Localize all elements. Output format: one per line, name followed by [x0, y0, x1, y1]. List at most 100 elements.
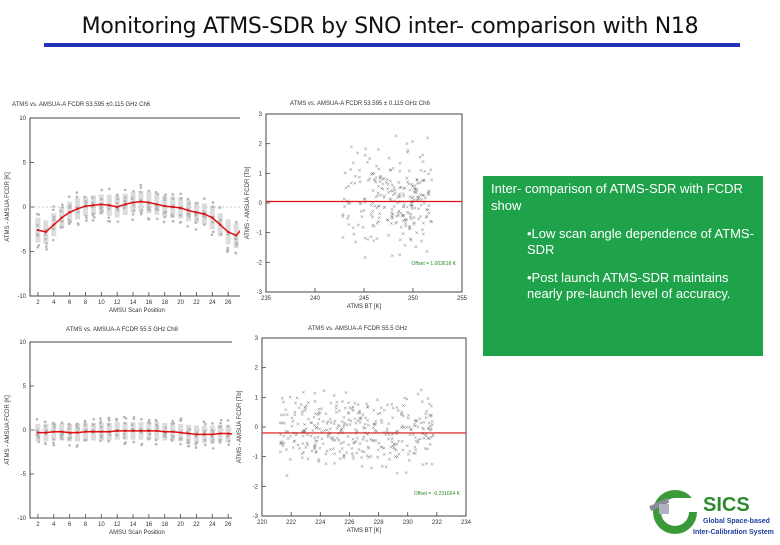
data-point	[186, 197, 190, 201]
data-point	[317, 407, 321, 411]
data-point	[296, 422, 300, 426]
data-point	[316, 422, 320, 426]
x-axis-label: AMSU Scan Position	[109, 308, 165, 312]
data-point	[382, 452, 386, 456]
x-tick-label: 228	[374, 520, 385, 526]
summary-bullet-2: •Post launch ATMS-SDR maintains nearly p…	[527, 270, 731, 301]
data-point	[355, 451, 359, 455]
mean-point	[131, 429, 135, 433]
data-point	[396, 429, 400, 433]
data-point	[331, 438, 335, 442]
data-point	[211, 430, 215, 434]
data-point	[162, 220, 166, 224]
mean-point	[115, 205, 119, 209]
data-point	[100, 188, 104, 192]
data-point	[319, 407, 323, 411]
summary-intro: Inter- comparison of ATMS-SDR with FCDR …	[491, 181, 743, 213]
data-point	[344, 186, 348, 190]
data-point	[338, 457, 342, 461]
data-point	[36, 245, 40, 249]
data-point	[75, 195, 79, 199]
data-point	[414, 245, 418, 249]
data-point	[288, 395, 292, 399]
data-point	[422, 436, 426, 440]
data-point	[423, 196, 427, 200]
x-tick-label: 16	[146, 300, 153, 306]
offset-label: Offset = -0.231664 K	[414, 491, 461, 497]
data-point	[389, 221, 393, 225]
data-point	[430, 419, 434, 423]
data-point	[59, 435, 63, 439]
data-point	[420, 197, 424, 201]
data-point	[347, 223, 351, 227]
data-point	[318, 411, 322, 415]
data-point	[282, 421, 286, 425]
data-point	[387, 422, 391, 426]
data-point	[301, 390, 305, 394]
data-point	[187, 215, 191, 218]
data-point	[376, 204, 380, 208]
data-point	[392, 205, 396, 208]
data-point	[406, 452, 410, 456]
data-point	[60, 437, 64, 441]
data-point	[406, 416, 410, 420]
mean-point	[52, 430, 55, 433]
data-point	[91, 423, 95, 427]
data-point	[171, 219, 175, 223]
data-point	[100, 197, 103, 201]
y-tick-label: -1	[253, 455, 259, 461]
data-point	[132, 416, 136, 419]
data-point	[408, 425, 412, 429]
data-point	[391, 416, 395, 420]
mean-point	[60, 430, 63, 433]
data-point	[383, 206, 386, 210]
data-point	[37, 440, 41, 444]
data-point	[388, 179, 392, 183]
data-point	[52, 438, 56, 441]
data-point	[404, 224, 408, 228]
data-point	[357, 448, 361, 451]
data-point	[347, 418, 351, 422]
data-point	[374, 195, 378, 199]
data-point	[211, 447, 215, 450]
x-tick-label: 6	[68, 522, 72, 528]
mean-point	[147, 429, 151, 433]
data-point	[342, 197, 346, 201]
data-point	[361, 225, 365, 229]
data-point	[286, 436, 290, 440]
data-point	[376, 455, 380, 459]
data-point	[413, 436, 417, 440]
y-tick-label: 5	[23, 384, 27, 390]
data-point	[147, 418, 151, 422]
data-point	[347, 443, 351, 447]
data-point	[390, 402, 394, 406]
data-point	[333, 419, 337, 423]
data-point	[306, 433, 310, 437]
data-point	[116, 197, 120, 201]
x-tick-label: 16	[146, 522, 153, 528]
data-point	[131, 213, 135, 216]
mean-point	[226, 432, 230, 435]
data-point	[356, 223, 360, 227]
data-point	[382, 408, 386, 412]
data-point	[373, 429, 377, 432]
data-point	[417, 197, 421, 201]
data-point	[378, 175, 382, 179]
data-point	[425, 447, 429, 451]
data-point	[37, 243, 41, 247]
data-point	[334, 410, 338, 414]
mean-point	[155, 203, 159, 206]
data-point	[414, 448, 418, 452]
data-point	[365, 160, 369, 164]
data-point	[186, 441, 189, 445]
data-point	[107, 216, 111, 219]
data-point	[291, 419, 295, 423]
data-point	[419, 388, 423, 392]
mean-point	[36, 431, 40, 434]
data-point	[390, 437, 394, 441]
data-point	[194, 228, 198, 231]
data-point	[389, 445, 393, 449]
data-point	[364, 416, 368, 420]
data-point	[227, 443, 230, 446]
data-point	[100, 436, 103, 439]
